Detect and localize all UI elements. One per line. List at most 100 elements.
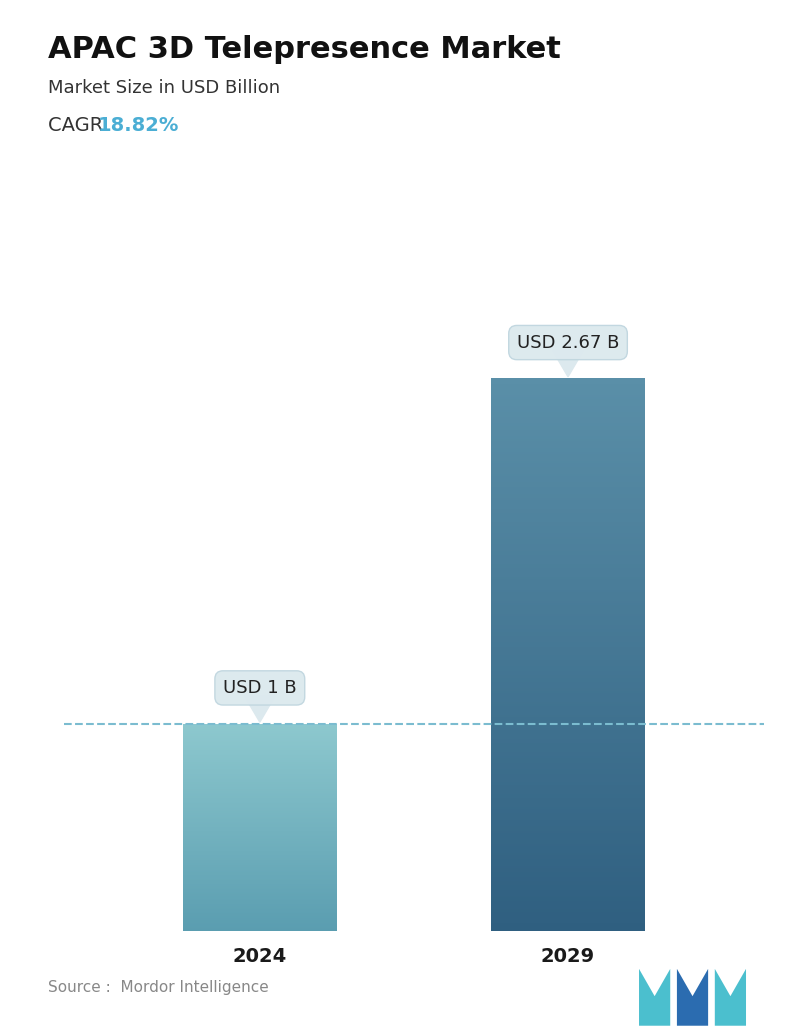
Bar [491, 901, 645, 903]
Bar [491, 508, 645, 509]
Bar [491, 463, 645, 465]
Bar [491, 837, 645, 839]
Bar [491, 662, 645, 664]
Bar [491, 432, 645, 433]
Bar [491, 607, 645, 608]
Bar [491, 586, 645, 588]
Bar [491, 553, 645, 555]
Bar [491, 829, 645, 831]
Bar [491, 744, 645, 747]
Bar [491, 796, 645, 798]
Bar [491, 850, 645, 851]
Bar [491, 524, 645, 525]
Bar [491, 726, 645, 728]
Bar [491, 423, 645, 425]
Bar [491, 482, 645, 483]
Bar [491, 551, 645, 553]
Bar [491, 591, 645, 594]
Bar [491, 883, 645, 884]
Bar [491, 435, 645, 437]
Bar [491, 711, 645, 713]
Bar [491, 758, 645, 759]
Bar [491, 485, 645, 487]
Polygon shape [639, 969, 670, 1026]
Bar [491, 616, 645, 617]
Bar [491, 600, 645, 601]
Bar [491, 574, 645, 575]
Bar [491, 560, 645, 562]
Bar [491, 614, 645, 616]
Bar [491, 480, 645, 482]
Bar [491, 826, 645, 827]
Bar [491, 650, 645, 652]
Bar [491, 872, 645, 874]
Bar [491, 895, 645, 898]
Bar [491, 787, 645, 789]
Bar [491, 700, 645, 702]
Bar [491, 822, 645, 824]
Bar [491, 730, 645, 732]
Bar [491, 803, 645, 805]
Bar [491, 772, 645, 774]
Bar [491, 504, 645, 506]
Bar [491, 916, 645, 918]
Bar [491, 424, 645, 426]
Bar [491, 458, 645, 459]
Bar [491, 752, 645, 754]
Bar [491, 498, 645, 499]
Bar [491, 676, 645, 678]
Bar [491, 675, 645, 676]
Bar [491, 487, 645, 489]
Bar [491, 697, 645, 699]
Text: USD 2.67 B: USD 2.67 B [517, 334, 619, 352]
Bar [491, 683, 645, 686]
Bar [491, 459, 645, 461]
Bar [491, 456, 645, 458]
Bar [491, 719, 645, 721]
Bar [491, 898, 645, 900]
Bar [491, 579, 645, 581]
Bar [491, 929, 645, 931]
Bar [491, 761, 645, 763]
Bar [491, 809, 645, 811]
Bar [491, 583, 645, 584]
Bar [491, 708, 645, 709]
Bar [491, 824, 645, 826]
Bar [491, 664, 645, 666]
Bar [491, 841, 645, 843]
Bar [491, 817, 645, 818]
Bar [491, 794, 645, 796]
Bar [491, 428, 645, 430]
Bar [491, 447, 645, 449]
Bar [491, 476, 645, 478]
Bar [491, 468, 645, 470]
Bar [491, 466, 645, 468]
Bar [491, 625, 645, 627]
Bar [491, 610, 645, 612]
Bar [491, 879, 645, 881]
Bar [491, 860, 645, 862]
Bar [491, 699, 645, 701]
Bar [491, 426, 645, 428]
Bar [491, 590, 645, 591]
Bar [491, 621, 645, 624]
Bar [491, 801, 645, 803]
Bar [491, 833, 645, 834]
Bar [491, 645, 645, 647]
Bar [491, 557, 645, 558]
Bar [491, 780, 645, 782]
Bar [491, 855, 645, 857]
Bar [491, 831, 645, 833]
Bar [491, 815, 645, 817]
Bar [491, 450, 645, 452]
Bar [491, 544, 645, 546]
Bar [491, 384, 645, 386]
Bar [491, 473, 645, 475]
Bar [491, 402, 645, 404]
Bar [491, 633, 645, 634]
Bar [491, 577, 645, 579]
Bar [491, 627, 645, 629]
Bar [491, 919, 645, 921]
Bar [491, 907, 645, 909]
Bar [491, 866, 645, 868]
